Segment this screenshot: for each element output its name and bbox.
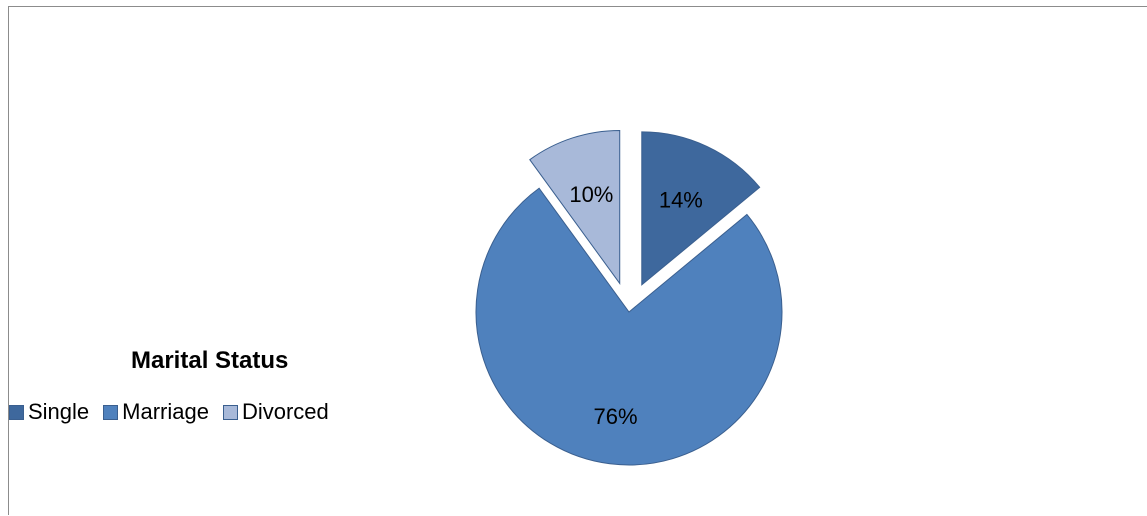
legend-item-single: Single: [9, 399, 89, 425]
pie-slice-single: [641, 131, 761, 286]
chart-title: Marital Status: [131, 347, 289, 374]
legend-label-single: Single: [28, 399, 90, 424]
pie-slice-marriage: [475, 187, 783, 466]
slice-label-marriage: 76%: [594, 404, 638, 429]
legend-label-divorced: Divorced: [241, 399, 329, 424]
legend: Single Marriage Divorced: [9, 399, 343, 425]
legend-swatch-marriage: [103, 404, 119, 420]
legend-swatch-divorced: [222, 404, 238, 420]
pie-slice-divorced: [529, 129, 621, 286]
legend-item-divorced: Divorced: [222, 399, 329, 425]
slice-label-single: 14%: [659, 188, 703, 213]
legend-swatch-single: [9, 404, 24, 420]
legend-item-marriage: Marriage: [103, 399, 209, 425]
pie-chart: 14% 76% 10%: [475, 129, 783, 466]
legend-label-marriage: Marriage: [122, 399, 209, 424]
chart-area: 14% 76% 10% Marital Status Single Marriage D…: [8, 6, 1147, 515]
slice-label-divorced: 10%: [569, 182, 613, 207]
